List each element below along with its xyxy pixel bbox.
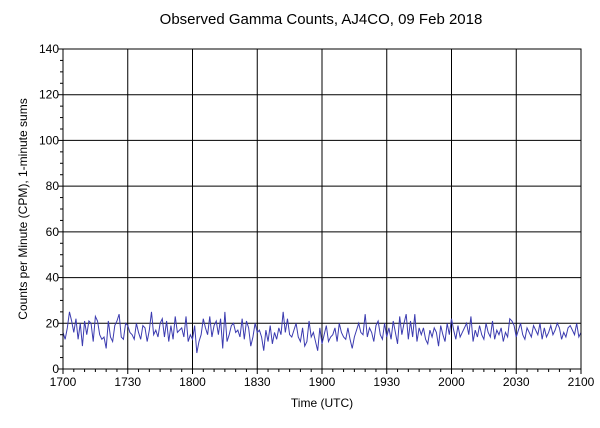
x-tick-label: 1730 (114, 375, 141, 389)
y-tick-label: 40 (46, 271, 60, 285)
x-tick-label: 1930 (373, 375, 400, 389)
y-tick-label: 120 (39, 88, 59, 102)
x-tick-label: 1700 (50, 375, 77, 389)
x-tick-label: 1900 (309, 375, 336, 389)
y-tick-label: 0 (52, 362, 59, 376)
y-tick-label: 80 (46, 179, 60, 193)
x-axis: 1700 1730 1800 1830 1900 1930 2000 2030 2100 (50, 369, 595, 389)
y-tick-label: 100 (39, 133, 59, 147)
x-tick-label: 1800 (179, 375, 206, 389)
y-tick-label: 20 (46, 316, 60, 330)
x-tick-label: 2100 (568, 375, 595, 389)
series-line (62, 311, 582, 354)
y-axis: 0 20 40 60 80 100 120 140 (39, 42, 63, 376)
x-axis-label: Time (UTC) (291, 396, 353, 410)
y-tick-label: 60 (46, 225, 60, 239)
x-tick-label: 2000 (438, 375, 465, 389)
y-axis-label: Counts per Minute (CPM), 1-minute sums (16, 98, 30, 319)
x-tick-label: 1830 (244, 375, 271, 389)
plot-frame (62, 48, 582, 370)
y-tick-label: 140 (39, 42, 59, 56)
chart-title: Observed Gamma Counts, AJ4CO, 09 Feb 201… (160, 11, 483, 28)
x-tick-label: 2030 (503, 375, 530, 389)
